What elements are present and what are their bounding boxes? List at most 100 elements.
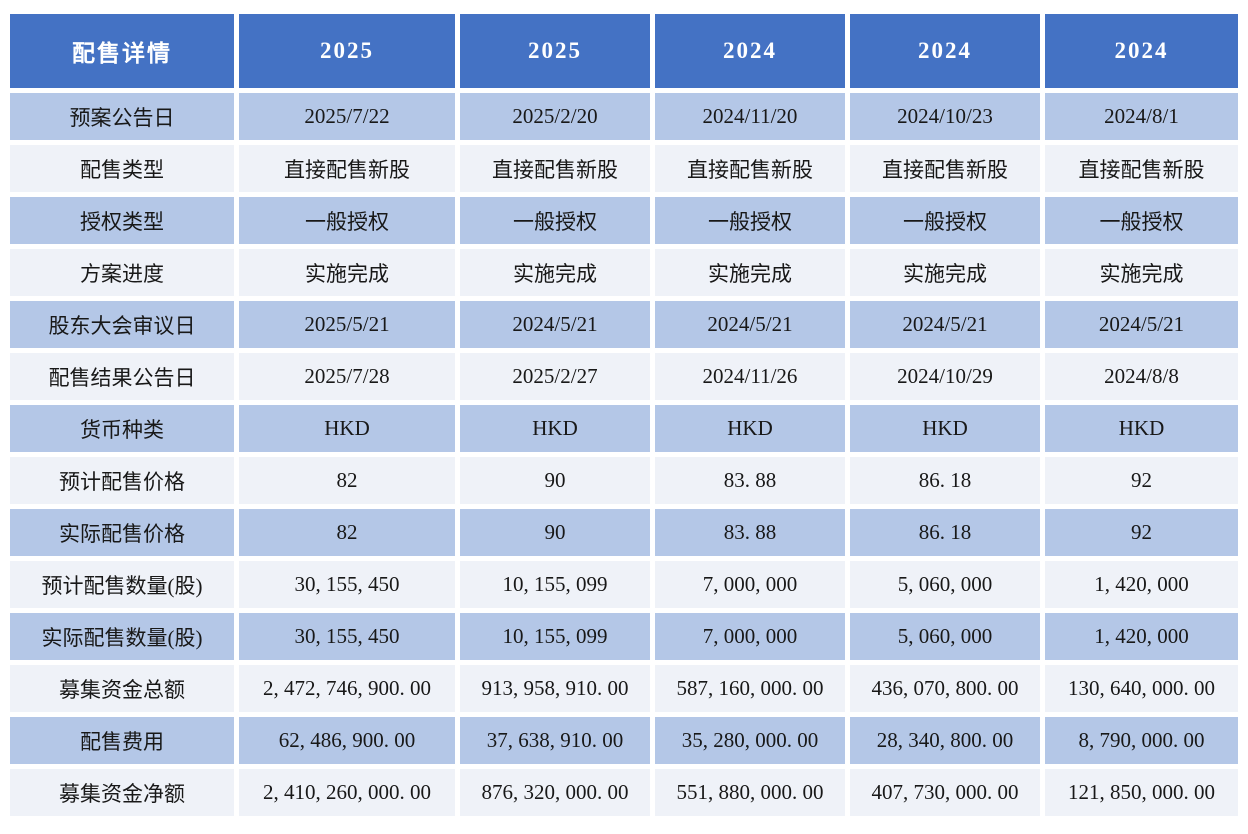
cell-value: HKD bbox=[850, 405, 1040, 452]
cell-value: 436, 070, 800. 00 bbox=[850, 665, 1040, 712]
cell-value: 一般授权 bbox=[1045, 197, 1238, 244]
cell-value: 92 bbox=[1045, 457, 1238, 504]
cell-value: 37, 638, 910. 00 bbox=[460, 717, 650, 764]
cell-value: 130, 640, 000. 00 bbox=[1045, 665, 1238, 712]
table-row: 配售类型 直接配售新股 直接配售新股 直接配售新股 直接配售新股 直接配售新股 bbox=[10, 145, 1238, 192]
row-label: 募集资金净额 bbox=[10, 769, 234, 816]
header-cell-year: 2024 bbox=[655, 14, 845, 88]
row-label: 方案进度 bbox=[10, 249, 234, 296]
cell-value: 2025/2/27 bbox=[460, 353, 650, 400]
cell-value: HKD bbox=[655, 405, 845, 452]
cell-value: 2024/8/1 bbox=[1045, 93, 1238, 140]
cell-value: 82 bbox=[239, 457, 455, 504]
cell-value: 2024/10/23 bbox=[850, 93, 1040, 140]
header-cell-year: 2025 bbox=[460, 14, 650, 88]
row-label: 配售类型 bbox=[10, 145, 234, 192]
cell-value: 86. 18 bbox=[850, 509, 1040, 556]
cell-value: 90 bbox=[460, 457, 650, 504]
row-label: 预计配售价格 bbox=[10, 457, 234, 504]
header-cell-year: 2024 bbox=[850, 14, 1040, 88]
row-label: 货币种类 bbox=[10, 405, 234, 452]
table-row: 募集资金总额 2, 472, 746, 900. 00 913, 958, 910.… bbox=[10, 665, 1238, 712]
cell-value: 2024/8/8 bbox=[1045, 353, 1238, 400]
cell-value: 83. 88 bbox=[655, 509, 845, 556]
cell-value: 30, 155, 450 bbox=[239, 561, 455, 608]
row-label: 实际配售价格 bbox=[10, 509, 234, 556]
placement-details-table: 配售详情 2025 2025 2024 2024 2024 预案公告日 2025/7/22 2… bbox=[5, 9, 1243, 821]
row-label: 预案公告日 bbox=[10, 93, 234, 140]
header-cell-year: 2024 bbox=[1045, 14, 1238, 88]
cell-value: 90 bbox=[460, 509, 650, 556]
table-body: 预案公告日 2025/7/22 2025/2/20 2024/11/20 2024/10… bbox=[10, 93, 1238, 816]
table-row: 预计配售价格 82 90 83. 88 86. 18 92 bbox=[10, 457, 1238, 504]
cell-value: 5, 060, 000 bbox=[850, 613, 1040, 660]
table-row: 实际配售价格 82 90 83. 88 86. 18 92 bbox=[10, 509, 1238, 556]
cell-value: 551, 880, 000. 00 bbox=[655, 769, 845, 816]
cell-value: HKD bbox=[460, 405, 650, 452]
cell-value: 2025/7/28 bbox=[239, 353, 455, 400]
table-row: 预案公告日 2025/7/22 2025/2/20 2024/11/20 2024/10… bbox=[10, 93, 1238, 140]
row-label: 募集资金总额 bbox=[10, 665, 234, 712]
row-label: 授权类型 bbox=[10, 197, 234, 244]
cell-value: 86. 18 bbox=[850, 457, 1040, 504]
cell-value: 2024/5/21 bbox=[460, 301, 650, 348]
table-row: 实际配售数量(股) 30, 155, 450 10, 155, 099 7, 000,… bbox=[10, 613, 1238, 660]
cell-value: 83. 88 bbox=[655, 457, 845, 504]
cell-value: 407, 730, 000. 00 bbox=[850, 769, 1040, 816]
table-row: 配售结果公告日 2025/7/28 2025/2/27 2024/11/26 2024/… bbox=[10, 353, 1238, 400]
table-row: 预计配售数量(股) 30, 155, 450 10, 155, 099 7, 000,… bbox=[10, 561, 1238, 608]
cell-value: 一般授权 bbox=[655, 197, 845, 244]
cell-value: 2024/5/21 bbox=[1045, 301, 1238, 348]
row-label: 实际配售数量(股) bbox=[10, 613, 234, 660]
row-label: 配售结果公告日 bbox=[10, 353, 234, 400]
cell-value: 10, 155, 099 bbox=[460, 561, 650, 608]
cell-value: 62, 486, 900. 00 bbox=[239, 717, 455, 764]
cell-value: 直接配售新股 bbox=[1045, 145, 1238, 192]
cell-value: 2024/11/20 bbox=[655, 93, 845, 140]
row-label: 股东大会审议日 bbox=[10, 301, 234, 348]
cell-value: 一般授权 bbox=[460, 197, 650, 244]
cell-value: 8, 790, 000. 00 bbox=[1045, 717, 1238, 764]
cell-value: 实施完成 bbox=[850, 249, 1040, 296]
cell-value: 2024/5/21 bbox=[850, 301, 1040, 348]
cell-value: 35, 280, 000. 00 bbox=[655, 717, 845, 764]
cell-value: 2024/11/26 bbox=[655, 353, 845, 400]
table-row: 授权类型 一般授权 一般授权 一般授权 一般授权 一般授权 bbox=[10, 197, 1238, 244]
cell-value: 7, 000, 000 bbox=[655, 561, 845, 608]
cell-value: 876, 320, 000. 00 bbox=[460, 769, 650, 816]
cell-value: 2025/2/20 bbox=[460, 93, 650, 140]
table-row: 方案进度 实施完成 实施完成 实施完成 实施完成 实施完成 bbox=[10, 249, 1238, 296]
cell-value: 5, 060, 000 bbox=[850, 561, 1040, 608]
cell-value: 直接配售新股 bbox=[850, 145, 1040, 192]
cell-value: 1, 420, 000 bbox=[1045, 561, 1238, 608]
row-label: 预计配售数量(股) bbox=[10, 561, 234, 608]
cell-value: 28, 340, 800. 00 bbox=[850, 717, 1040, 764]
cell-value: 1, 420, 000 bbox=[1045, 613, 1238, 660]
table-row: 募集资金净额 2, 410, 260, 000. 00 876, 320, 000.… bbox=[10, 769, 1238, 816]
cell-value: 直接配售新股 bbox=[239, 145, 455, 192]
cell-value: 30, 155, 450 bbox=[239, 613, 455, 660]
cell-value: 587, 160, 000. 00 bbox=[655, 665, 845, 712]
cell-value: 实施完成 bbox=[460, 249, 650, 296]
table-row: 配售费用 62, 486, 900. 00 37, 638, 910. 00 35, … bbox=[10, 717, 1238, 764]
cell-value: HKD bbox=[239, 405, 455, 452]
cell-value: 直接配售新股 bbox=[460, 145, 650, 192]
cell-value: 2025/7/22 bbox=[239, 93, 455, 140]
row-label: 配售费用 bbox=[10, 717, 234, 764]
cell-value: 一般授权 bbox=[850, 197, 1040, 244]
cell-value: 实施完成 bbox=[239, 249, 455, 296]
header-cell-year: 2025 bbox=[239, 14, 455, 88]
header-cell-title: 配售详情 bbox=[10, 14, 234, 88]
table-header-row: 配售详情 2025 2025 2024 2024 2024 bbox=[10, 14, 1238, 88]
cell-value: 一般授权 bbox=[239, 197, 455, 244]
cell-value: 82 bbox=[239, 509, 455, 556]
cell-value: 2, 410, 260, 000. 00 bbox=[239, 769, 455, 816]
cell-value: 实施完成 bbox=[655, 249, 845, 296]
cell-value: 直接配售新股 bbox=[655, 145, 845, 192]
cell-value: 10, 155, 099 bbox=[460, 613, 650, 660]
cell-value: 913, 958, 910. 00 bbox=[460, 665, 650, 712]
cell-value: 2025/5/21 bbox=[239, 301, 455, 348]
cell-value: 2024/5/21 bbox=[655, 301, 845, 348]
cell-value: 7, 000, 000 bbox=[655, 613, 845, 660]
cell-value: HKD bbox=[1045, 405, 1238, 452]
